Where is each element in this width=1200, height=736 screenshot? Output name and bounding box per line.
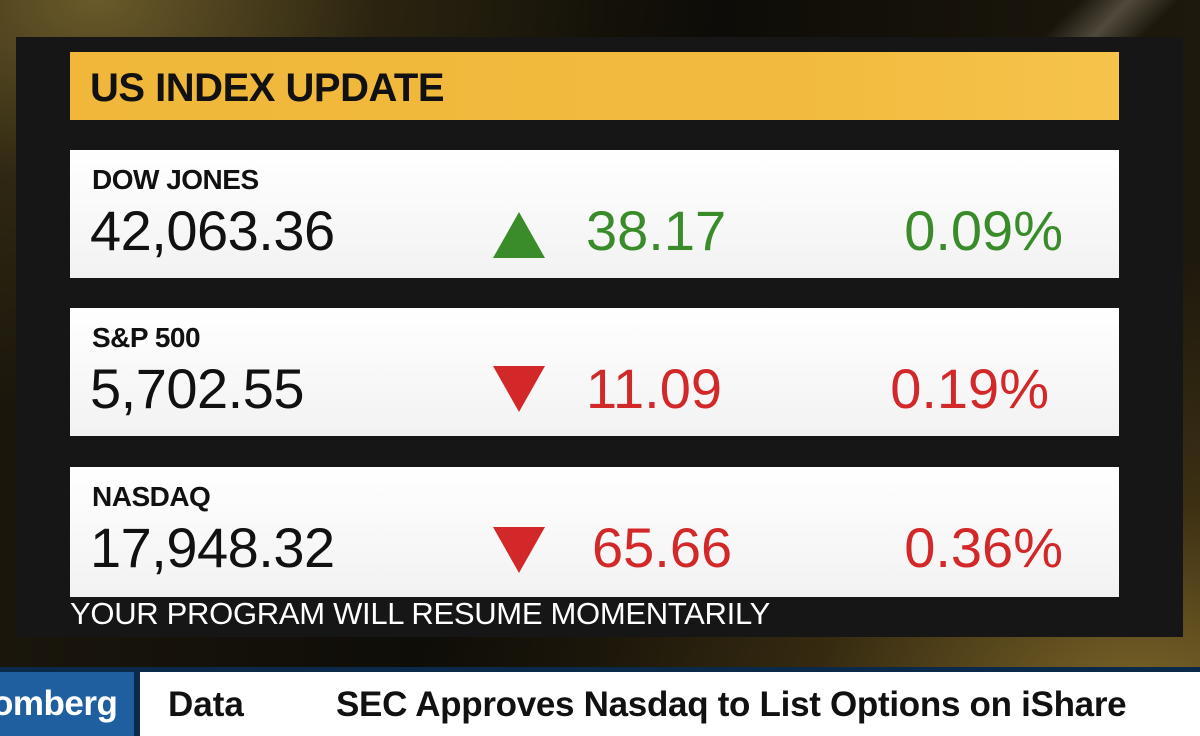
index-percent: 0.19% xyxy=(890,357,1049,420)
ticker-text-area xyxy=(140,672,1200,736)
index-update-panel: US INDEX UPDATE DOW JONES 42,063.36 38.1… xyxy=(16,37,1183,637)
index-row-dow: DOW JONES 42,063.36 38.17 0.09% xyxy=(70,150,1119,278)
index-change: 38.17 xyxy=(586,199,727,262)
ticker-label: Data xyxy=(168,685,244,724)
resume-message: YOUR PROGRAM WILL RESUME MOMENTARILY xyxy=(70,596,770,631)
index-name: DOW JONES xyxy=(92,164,259,195)
index-row-sp500: S&P 500 5,702.55 11.09 0.19% xyxy=(70,308,1119,436)
ticker-headline: SEC Approves Nasdaq to List Options on i… xyxy=(336,685,1127,724)
up-arrow-icon xyxy=(493,212,545,258)
header-bar: US INDEX UPDATE xyxy=(70,52,1119,120)
index-percent: 0.36% xyxy=(904,516,1063,579)
index-value: 42,063.36 xyxy=(90,199,335,262)
index-change: 65.66 xyxy=(592,516,733,579)
index-value: 5,702.55 xyxy=(90,357,304,420)
index-percent: 0.09% xyxy=(904,199,1063,262)
brand-text: omberg xyxy=(0,684,118,723)
index-change: 11.09 xyxy=(586,357,722,420)
index-name: S&P 500 xyxy=(92,322,201,353)
index-value: 17,948.32 xyxy=(90,516,335,579)
down-arrow-icon xyxy=(493,366,545,412)
index-name: NASDAQ xyxy=(92,481,211,512)
down-arrow-icon xyxy=(493,527,545,573)
header-title: US INDEX UPDATE xyxy=(90,66,445,110)
index-row-nasdaq: NASDAQ 17,948.32 65.66 0.36% xyxy=(70,467,1119,597)
brand-logo: omberg xyxy=(0,672,134,736)
